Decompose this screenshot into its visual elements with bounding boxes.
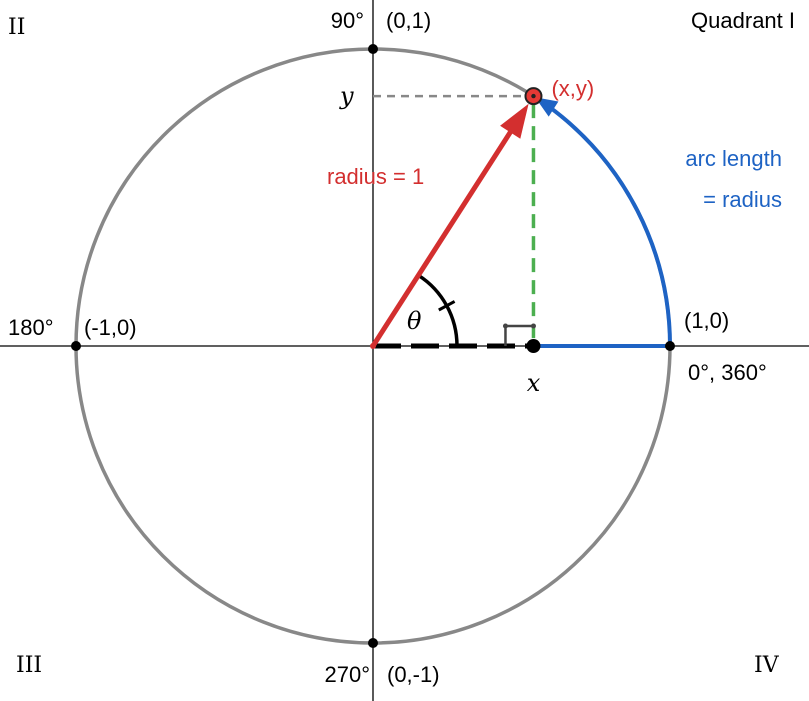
radius-arrowhead <box>500 103 529 139</box>
quadrant-iii-label: III <box>16 653 42 678</box>
point-top <box>368 44 378 54</box>
radius-label: radius = 1 <box>327 164 424 189</box>
right-angle-dot <box>502 323 508 329</box>
coord-left-label: (-1,0) <box>84 315 137 340</box>
quadrant-i-label: Quadrant I <box>691 8 795 33</box>
y-label: y <box>339 82 354 110</box>
angle-180-label: 180° <box>8 315 54 340</box>
arc-length-label-line2: = radius <box>703 187 782 212</box>
arc-length-arc <box>545 103 672 347</box>
angle-90-label: 90° <box>331 8 364 33</box>
point-bottom <box>368 638 378 648</box>
coord-top-label: (0,1) <box>386 8 431 33</box>
theta-label: θ <box>407 307 422 335</box>
origin-point <box>370 343 376 349</box>
coord-bottom-label: (0,-1) <box>387 662 440 687</box>
point-x <box>526 339 541 353</box>
theta-angle-arc <box>417 273 459 347</box>
point-xy-label: (x,y) <box>551 76 594 101</box>
arc-arrowhead <box>535 97 559 117</box>
angle-0-360-label: 0°, 360° <box>688 360 767 385</box>
angle-270-label: 270° <box>324 662 370 687</box>
right-angle-dot <box>530 323 536 329</box>
quadrant-iv-label: IV <box>754 653 780 678</box>
radius-vector <box>370 127 515 348</box>
theta-tick-mark <box>438 300 456 312</box>
x-label: x <box>527 369 541 397</box>
point-right <box>665 341 675 351</box>
point-left <box>71 341 81 351</box>
quadrant-ii-label: II <box>8 15 25 40</box>
point-xy-center <box>531 93 536 99</box>
arc-length-label-line1: arc length <box>685 146 782 171</box>
coord-right-label: (1,0) <box>684 308 729 333</box>
